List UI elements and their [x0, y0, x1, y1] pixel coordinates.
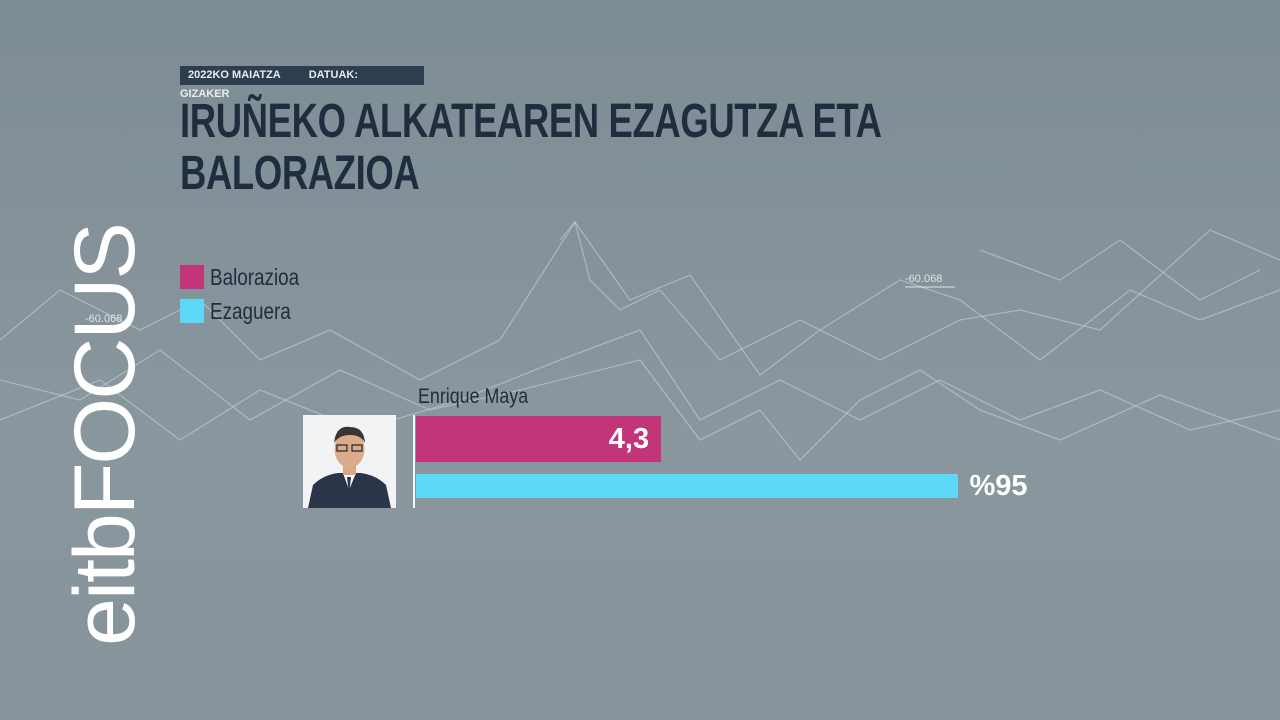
legend-label: Ezaguera	[210, 298, 291, 324]
person-photo	[303, 415, 396, 508]
decoration-text: -60.068	[905, 273, 942, 285]
decoration-text: -60.068	[85, 313, 122, 325]
value-label: %95	[969, 470, 1028, 502]
brand-logo: eitbFOCUS	[57, 224, 153, 646]
legend-swatch	[180, 299, 204, 323]
chart-title: IRUÑEKO ALKATEAREN EZAGUTZA ETA BALORAZI…	[180, 95, 881, 200]
photo-illustration	[308, 426, 391, 508]
legend-swatch	[180, 265, 204, 289]
bar	[416, 474, 958, 498]
category-label: Enrique Maya	[418, 385, 529, 408]
bar-baseline	[413, 415, 415, 508]
bar	[416, 416, 662, 462]
value-label: 4,3	[608, 423, 650, 455]
date-label: 2022KO MAIATZA	[188, 69, 281, 81]
header-tags: 2022KO MAIATZA DATUAK: GIZAKER	[180, 66, 424, 100]
legend-label: Balorazioa	[210, 264, 300, 290]
source-label: DATUAK: GIZAKER	[180, 69, 358, 100]
